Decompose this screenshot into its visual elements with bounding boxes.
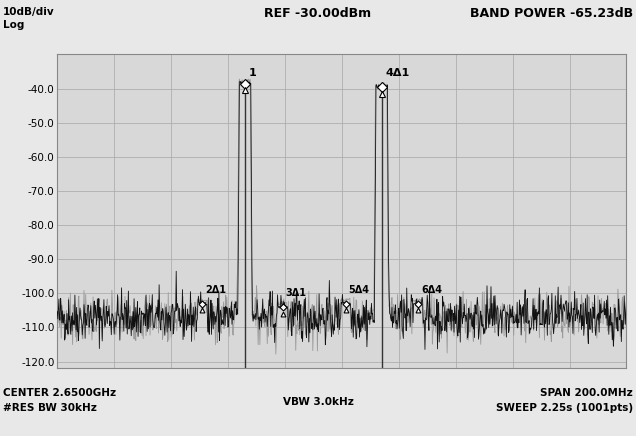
- Text: VBW 3.0kHz: VBW 3.0kHz: [282, 397, 354, 407]
- Text: 10dB/div: 10dB/div: [3, 7, 55, 17]
- Text: SPAN 200.0MHz: SPAN 200.0MHz: [540, 388, 633, 398]
- Text: 3Δ1: 3Δ1: [286, 289, 307, 299]
- Text: SWEEP 2.25s (1001pts): SWEEP 2.25s (1001pts): [495, 403, 633, 413]
- Text: 6Δ4: 6Δ4: [421, 285, 442, 295]
- Text: #RES BW 30kHz: #RES BW 30kHz: [3, 403, 97, 413]
- Text: CENTER 2.6500GHz: CENTER 2.6500GHz: [3, 388, 116, 398]
- Text: 4Δ1: 4Δ1: [385, 68, 410, 78]
- Text: 2Δ1: 2Δ1: [205, 285, 226, 295]
- Text: REF -30.00dBm: REF -30.00dBm: [265, 7, 371, 20]
- Text: Log: Log: [3, 20, 25, 30]
- Text: 1: 1: [249, 68, 256, 78]
- Text: BAND POWER -65.23dB: BAND POWER -65.23dB: [470, 7, 633, 20]
- Text: 5Δ4: 5Δ4: [349, 285, 370, 295]
